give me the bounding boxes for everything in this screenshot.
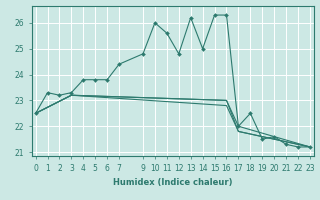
X-axis label: Humidex (Indice chaleur): Humidex (Indice chaleur) bbox=[113, 178, 233, 187]
